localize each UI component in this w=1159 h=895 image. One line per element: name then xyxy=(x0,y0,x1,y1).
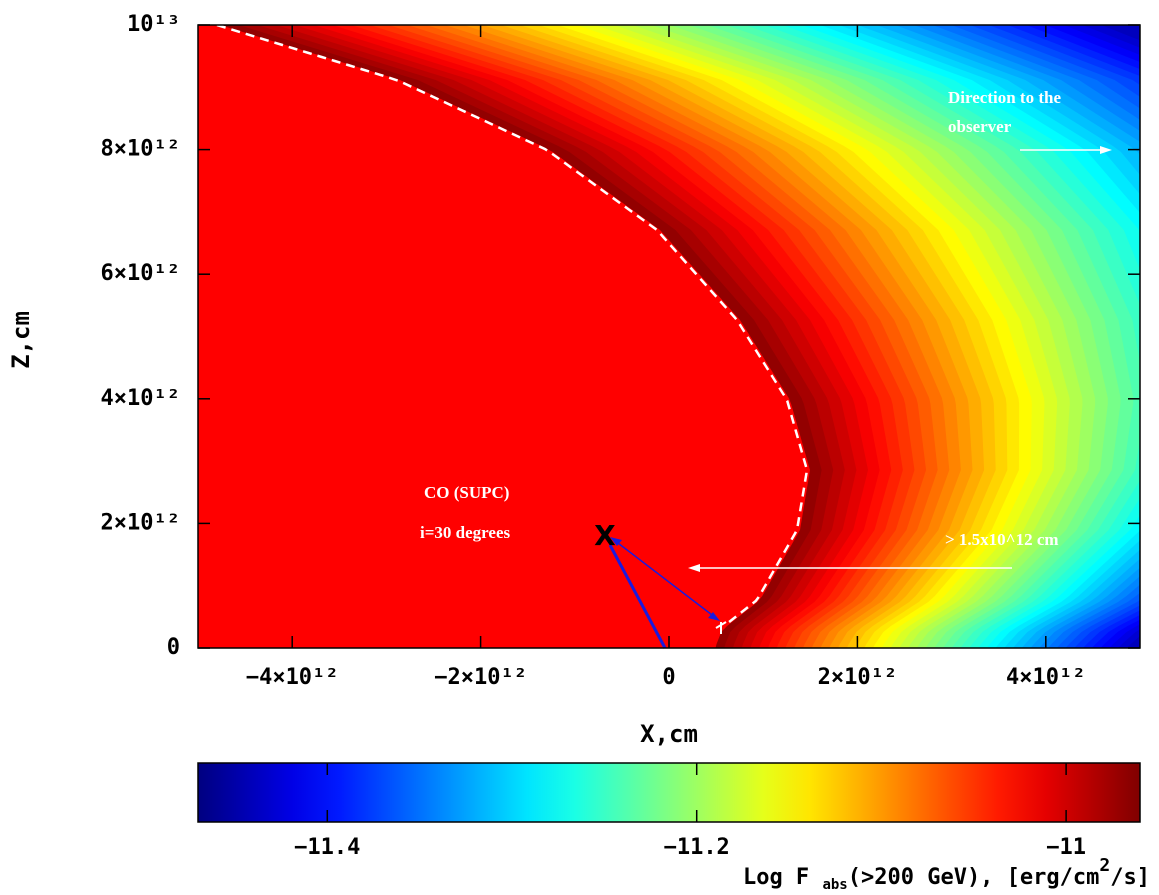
colorbar-label-superscript: 2 xyxy=(1099,855,1110,876)
arrow-head xyxy=(708,612,720,621)
colorbar-tick-label: −11.4 xyxy=(294,835,360,860)
heatmap-band xyxy=(198,25,810,648)
y-tick-label: 8×10¹² xyxy=(101,137,180,162)
y-tick-label: 0 xyxy=(167,635,180,660)
annotation: i=30 degrees xyxy=(420,523,510,542)
arrow-head xyxy=(1100,146,1112,154)
y-axis-label: Z,cm xyxy=(7,311,35,369)
colorbar xyxy=(197,762,1141,823)
y-tick-label: 2×10¹² xyxy=(101,510,180,535)
heatmap xyxy=(198,25,1140,648)
colorbar-label-end: /s] xyxy=(1110,865,1150,890)
x-tick-label: 4×10¹² xyxy=(1006,665,1085,690)
x-tick-label: 0 xyxy=(662,665,675,690)
y-tick-label: 10¹³ xyxy=(127,12,180,37)
arrow-head xyxy=(688,564,700,572)
y-tick-label: 4×10¹² xyxy=(101,386,180,411)
y-tick-label: 6×10¹² xyxy=(101,261,180,286)
separation-line xyxy=(613,539,717,619)
annotation: observer xyxy=(948,117,1012,136)
boundary-curve xyxy=(216,25,808,626)
annotation: Direction to the xyxy=(948,88,1061,107)
x-tick-label: −4×10¹² xyxy=(246,665,339,690)
annotation: > 1.5x10^12 cm xyxy=(945,530,1059,549)
apex-marker xyxy=(715,621,727,634)
colorbar-tick-label: −11.2 xyxy=(664,835,730,860)
x-axis-label: X,cm xyxy=(640,720,698,748)
colorbar-label-main: Log F xyxy=(743,865,822,890)
x-tick-label: −2×10¹² xyxy=(434,665,527,690)
orbit-radius xyxy=(608,544,667,649)
overlay: Direction to the observer CO (SUPC) i=30… xyxy=(420,88,1112,649)
compact-object-marker: X xyxy=(594,519,616,552)
x-tick-label: 2×10¹² xyxy=(818,665,897,690)
colorbar-tick-label: −11 xyxy=(1046,835,1086,860)
colorbar-label: Log F abs(>200 GeV), [erg/cm2/s] xyxy=(743,855,1150,893)
colorbar-label-subscript: abs xyxy=(822,877,847,893)
colorbar-label-rest: (>200 GeV), [erg/cm xyxy=(848,865,1100,890)
arrow-head xyxy=(610,537,622,546)
annotation: CO (SUPC) xyxy=(424,483,509,502)
